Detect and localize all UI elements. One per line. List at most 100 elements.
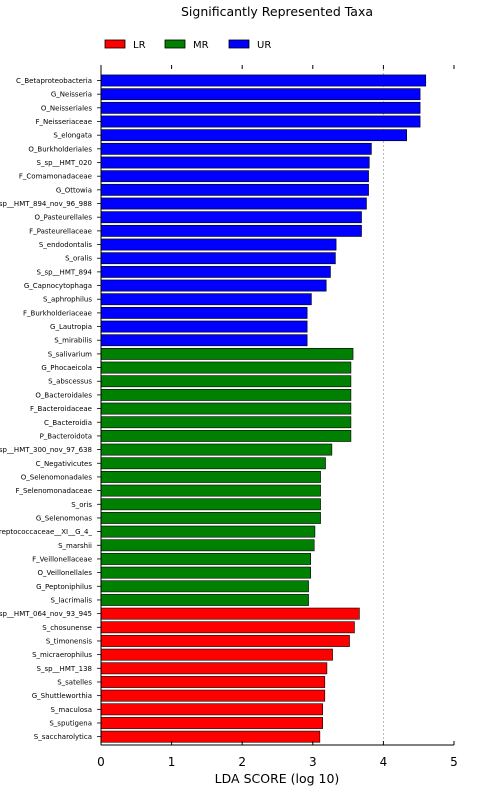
- bar-S_marshii: [100, 539, 315, 552]
- category-label-S_sp__HMT_020: S_sp__HMT_020: [37, 159, 92, 167]
- bar-S_sp__HMT_894_nov_96_988: [100, 197, 367, 210]
- x-tick-label-1: 1: [168, 755, 176, 769]
- bar-O_Neisseriales: [100, 101, 421, 114]
- bar-O_Bacteroidales: [100, 389, 352, 401]
- category-label-O_Burkholderiales: O_Burkholderiales: [28, 145, 92, 153]
- legend: LR MR UR: [104, 39, 271, 51]
- category-label-O_Pasteurellales: O_Pasteurellales: [35, 214, 93, 222]
- bar-F_Bacteroidaceae: [100, 402, 352, 415]
- category-label-S_sp__HMT_138: S_sp__HMT_138: [37, 665, 92, 673]
- axes: 0 1 2 3 4 5: [97, 65, 458, 769]
- bar-S_saccharolytica: [100, 730, 321, 743]
- bar-S_abscessus: [100, 375, 352, 388]
- bar-S_timonensis: [100, 635, 350, 647]
- bar-F_Peptostreptococcaceae__XI__G_4_: [100, 525, 316, 538]
- bar-S_sp__HMT_300_nov_97_638: [100, 443, 333, 456]
- category-label-F_Bacteroidaceae: F_Bacteroidaceae: [30, 405, 92, 413]
- bar-C_Betaproteobacteria: [100, 74, 427, 87]
- bar-C_Negativicutes: [100, 457, 326, 470]
- bar-S_lacrimalis: [100, 594, 309, 606]
- bar-G_Peptoniphilus: [100, 580, 309, 593]
- bar-S_micraerophilus: [100, 648, 333, 661]
- category-label-S_sputigena: S_sputigena: [49, 719, 92, 727]
- category-label-S_mirabilis: S_mirabilis: [54, 337, 92, 345]
- bar-G_Selenomonas: [100, 512, 321, 524]
- legend-swatch-lr: [104, 39, 126, 49]
- bar-S_sp__HMT_064_nov_93_945: [100, 607, 360, 620]
- bar-O_Veillonellales: [100, 566, 311, 579]
- bar-S_elongata: [100, 129, 408, 142]
- category-label-F_Veillonellaceae: F_Veillonellaceae: [32, 555, 92, 563]
- category-label-S_oralis: S_oralis: [65, 255, 92, 263]
- category-label-O_Selenomonadales: O_Selenomonadales: [21, 473, 93, 481]
- category-label-G_Peptoniphilus: G_Peptoniphilus: [36, 583, 92, 591]
- bar-G_Shuttleworthia: [100, 689, 326, 702]
- chart-title: Significantly Represented Taxa: [181, 4, 373, 19]
- bar-S_satelles: [100, 676, 326, 688]
- category-label-S_sp__HMT_894_nov_96_988: S_sp__HMT_894_nov_96_988: [0, 200, 92, 208]
- bar-G_Ottowia: [100, 183, 369, 196]
- category-label-S_sp__HMT_300_nov_97_638: S_sp__HMT_300_nov_97_638: [0, 446, 92, 454]
- bar-F_Comamonadaceae: [100, 170, 369, 183]
- legend-label-lr: LR: [133, 40, 146, 51]
- category-label-F_Pasteurellaceae: F_Pasteurellaceae: [29, 227, 92, 235]
- category-label-C_Negativicutes: C_Negativicutes: [36, 460, 93, 468]
- bar-S_endodontalis: [100, 238, 337, 251]
- x-tick-label-2: 2: [238, 755, 246, 769]
- bar-G_Neisseria: [100, 88, 421, 101]
- bar-F_Veillonellaceae: [100, 553, 311, 565]
- category-label-G_Neisseria: G_Neisseria: [51, 91, 92, 99]
- bar-O_Selenomonadales: [100, 471, 321, 483]
- legend-label-mr: MR: [193, 40, 209, 51]
- category-label-C_Bacteroidia: C_Bacteroidia: [44, 419, 92, 427]
- bar-S_mirabilis: [100, 334, 308, 347]
- x-tick-label-4: 4: [380, 755, 388, 769]
- category-label-F_Neisseriaceae: F_Neisseriaceae: [36, 118, 92, 126]
- bar-G_Lautropia: [100, 320, 308, 333]
- bar-S_aphrophilus: [100, 293, 312, 306]
- x-tick-label-5: 5: [450, 755, 458, 769]
- category-label-S_saccharolytica: S_saccharolytica: [34, 733, 92, 741]
- category-label-S_sp__HMT_064_nov_93_945: S_sp__HMT_064_nov_93_945: [0, 610, 92, 618]
- category-label-G_Ottowia: G_Ottowia: [56, 186, 92, 194]
- category-label-S_abscessus: S_abscessus: [48, 378, 92, 386]
- category-label-S_sp__HMT_894: S_sp__HMT_894: [37, 268, 93, 276]
- bar-F_Neisseriaceae: [100, 115, 421, 128]
- category-label-P_Bacteroidota: P_Bacteroidota: [40, 432, 92, 440]
- category-label-S_micraerophilus: S_micraerophilus: [32, 651, 92, 659]
- bar-S_oris: [100, 498, 321, 511]
- bar-F_Selenomonadaceae: [100, 484, 321, 497]
- legend-swatch-ur: [228, 39, 250, 49]
- bar-G_Capnocytophaga: [100, 279, 327, 292]
- category-label-S_chosunense: S_chosunense: [42, 624, 92, 632]
- category-label-S_endodontalis: S_endodontalis: [39, 241, 92, 249]
- bar-P_Bacteroidota: [100, 430, 352, 442]
- x-axis-label: LDA SCORE (log 10): [215, 771, 340, 786]
- category-label-G_Phocaeicola: G_Phocaeicola: [41, 364, 92, 372]
- category-label-S_maculosa: S_maculosa: [50, 706, 92, 714]
- category-label-S_lacrimalis: S_lacrimalis: [51, 596, 93, 604]
- bar-S_sp__HMT_020: [100, 156, 370, 169]
- bar-S_maculosa: [100, 703, 323, 716]
- bar-S_sp__HMT_894: [100, 265, 331, 278]
- category-labels: C_Betaproteobacteria G_Neisseria O_Neisser…: [0, 77, 93, 741]
- category-label-G_Capnocytophaga: G_Capnocytophaga: [24, 282, 92, 290]
- category-label-G_Shuttleworthia: G_Shuttleworthia: [32, 692, 92, 700]
- category-label-S_oris: S_oris: [71, 501, 92, 509]
- bar-F_Pasteurellaceae: [100, 224, 362, 237]
- bar-S_salivarium: [100, 347, 354, 360]
- bars: [100, 74, 427, 743]
- category-label-F_Comamonadaceae: F_Comamonadaceae: [19, 173, 92, 181]
- category-label-F_Selenomonadaceae: F_Selenomonadaceae: [15, 487, 92, 495]
- bar-S_sputigena: [100, 717, 323, 729]
- category-label-F_Burkholderiaceae: F_Burkholderiaceae: [23, 309, 92, 317]
- category-label-S_satelles: S_satelles: [57, 678, 92, 686]
- category-label-G_Lautropia: G_Lautropia: [50, 323, 92, 331]
- category-label-G_Selenomonas: G_Selenomonas: [36, 514, 92, 522]
- category-label-O_Veillonellales: O_Veillonellales: [38, 569, 93, 577]
- bar-S_sp__HMT_138: [100, 662, 328, 675]
- bar-G_Phocaeicola: [100, 361, 352, 374]
- category-label-S_elongata: S_elongata: [53, 132, 92, 140]
- bar-F_Burkholderiaceae: [100, 306, 308, 319]
